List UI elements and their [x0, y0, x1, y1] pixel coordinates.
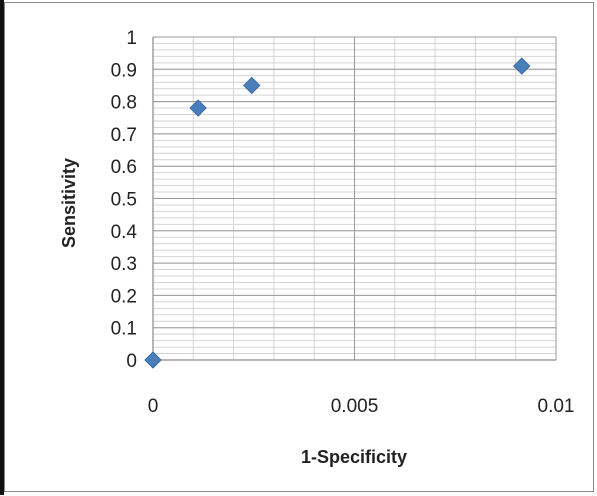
data-points — [144, 57, 531, 369]
y-tick-label: 0.3 — [111, 254, 137, 275]
y-tick-label: 0.4 — [111, 222, 138, 243]
data-point-marker — [189, 99, 207, 117]
y-tick-label: 1 — [126, 28, 137, 49]
frame-edge — [0, 0, 4, 495]
y-tick-label: 0.7 — [111, 125, 137, 146]
data-point-marker — [513, 57, 531, 75]
x-axis-ticks: 0 0.005 0.01 — [148, 396, 575, 417]
x-tick-label: 0.01 — [538, 396, 575, 417]
y-tick-label: 0.8 — [111, 93, 137, 114]
y-tick-label: 0.5 — [111, 190, 137, 211]
y-tick-label: 0 — [126, 351, 137, 372]
data-point-marker — [144, 351, 162, 369]
x-tick-label: 0 — [148, 396, 159, 417]
x-tick-label: 0.005 — [331, 396, 379, 417]
y-tick-label: 0.2 — [111, 286, 137, 307]
y-axis-title: Sensitivity — [59, 158, 79, 248]
y-tick-label: 0.6 — [111, 157, 137, 178]
y-axis-ticks: 0 0.1 0.2 0.3 0.4 0.5 0.6 0.7 0.8 0.9 1 — [111, 28, 138, 372]
x-axis-title: 1-Specificity — [301, 447, 407, 467]
data-point-marker — [243, 76, 261, 95]
y-tick-label: 0.1 — [111, 319, 137, 340]
grid-lines — [152, 36, 557, 361]
scatter-chart: 0 0.1 0.2 0.3 0.4 0.5 0.6 0.7 0.8 0.9 1 0 0.005 0.01… — [59, 28, 575, 467]
chart-area: 0 0.1 0.2 0.3 0.4 0.5 0.6 0.7 0.8 0.9 1 0 0.005 0.01… — [4, 2, 594, 492]
y-tick-label: 0.9 — [111, 60, 137, 81]
